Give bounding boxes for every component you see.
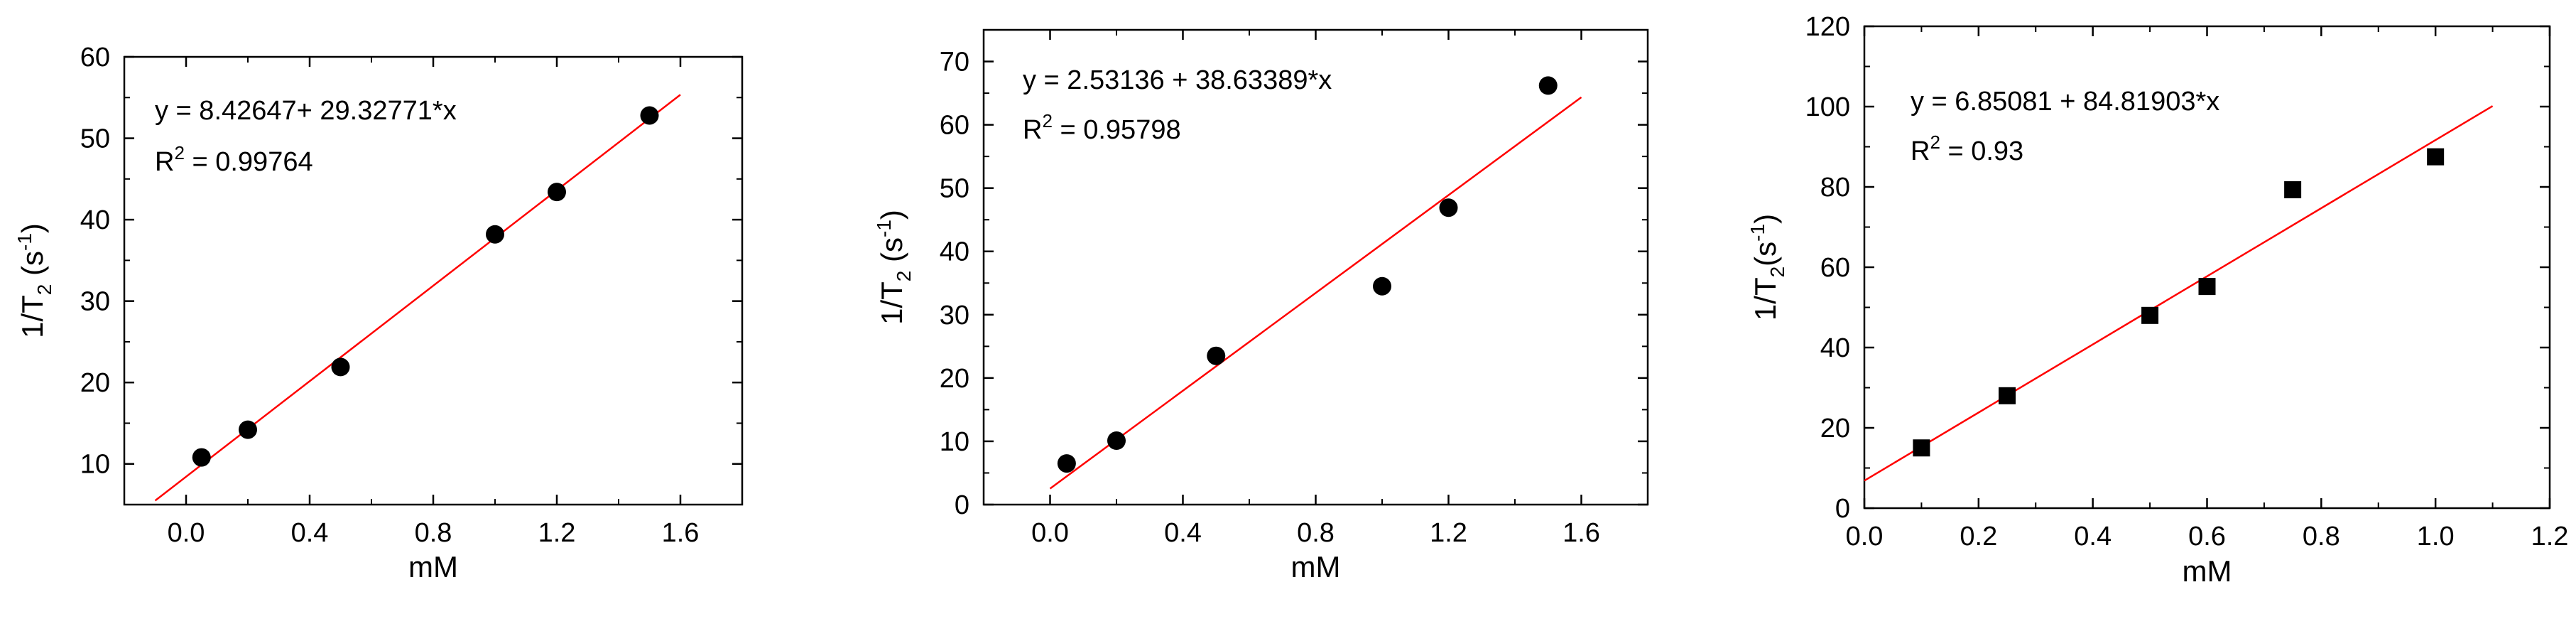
data-point — [239, 420, 257, 439]
x-tick-label: 0.0 — [168, 518, 205, 548]
y-tick-label: 30 — [80, 287, 110, 317]
fit-equation: y = 2.53136 + 38.63389*x — [1023, 65, 1332, 95]
x-tick-label: 0.6 — [2188, 522, 2226, 552]
y-tick-label: 60 — [80, 43, 110, 72]
data-point — [1107, 431, 1126, 451]
plot-frame — [982, 28, 1649, 506]
data-point — [192, 448, 211, 467]
y-tick-label: 10 — [80, 450, 110, 480]
x-tick-label: 1.2 — [2531, 522, 2569, 552]
y-tick-label: 40 — [80, 205, 110, 235]
r-squared: R2 = 0.93 — [1911, 131, 2023, 166]
y-tick-label: 0 — [955, 490, 969, 520]
fit-equation: y = 8.42647+ 29.32771*x — [155, 96, 457, 126]
y-tick-label: 60 — [940, 111, 969, 141]
data-point — [1207, 346, 1226, 365]
y-tick-label: 120 — [1805, 12, 1850, 42]
x-axis-label: mM — [2183, 554, 2232, 588]
x-tick-label: 0.2 — [1960, 522, 1997, 552]
x-tick-label: 0.8 — [415, 518, 452, 548]
y-tick-label: 10 — [940, 427, 969, 457]
y-tick-label: 100 — [1805, 92, 1850, 122]
y-tick-label: 20 — [1820, 414, 1850, 443]
data-point — [2141, 306, 2159, 324]
y-tick-label: 80 — [1820, 173, 1850, 203]
data-point — [1373, 276, 1391, 296]
data-point — [486, 225, 504, 244]
fit-line — [1049, 96, 1582, 490]
data-point — [548, 183, 566, 202]
x-tick-label: 0.4 — [2074, 522, 2112, 552]
x-axis-label: mM — [408, 550, 458, 583]
chart-1: 0.0 0.4 0.8 1.2 1.6 10 20 30 40 50 60 mM 1/T2 (s-1) y… — [13, 43, 744, 583]
chart-2: 0.0 0.4 0.8 1.2 1.6 0 10 20 30 40 50 60 70 mM 1/T2 (s-… — [873, 28, 1649, 583]
fit-equation: y = 6.85081 + 84.81903*x — [1911, 87, 2219, 117]
data-point — [1057, 454, 1076, 473]
y-axis-label: 1/T2 (s-1) — [873, 210, 915, 325]
x-tick-label: 1.0 — [2417, 522, 2455, 552]
x-tick-label: 1.6 — [662, 518, 700, 548]
x-tick-label: 1.2 — [1430, 518, 1467, 548]
y-tick-label: 40 — [1820, 333, 1850, 363]
data-point — [1999, 387, 2016, 404]
data-point — [2198, 278, 2216, 296]
x-tick-label: 1.2 — [538, 518, 576, 548]
y-tick-label: 0 — [1835, 494, 1850, 524]
x-tick-label: 0.0 — [1031, 518, 1069, 548]
x-tick-label: 0.8 — [2303, 522, 2340, 552]
data-point — [2427, 148, 2445, 166]
data-point — [1913, 439, 1930, 457]
y-tick-label: 50 — [80, 124, 110, 154]
y-tick-label: 40 — [940, 237, 969, 267]
y-tick-label: 50 — [940, 174, 969, 204]
y-tick-label: 30 — [940, 301, 969, 330]
y-tick-label: 60 — [1820, 253, 1850, 283]
data-point — [1538, 76, 1558, 95]
y-axis-label: 1/T2 (s-1) — [13, 223, 55, 338]
data-point — [2284, 181, 2302, 198]
x-tick-label: 0.4 — [1164, 518, 1202, 548]
r-squared: R2 = 0.95798 — [1023, 110, 1181, 145]
chart-3: 0.0 0.2 0.4 0.6 0.8 1.0 1.2 0 20 40 60 80 100 120 mM 1/… — [1746, 12, 2568, 588]
y-axis-label: 1/T2(s-1) — [1746, 214, 1788, 321]
x-tick-label: 0.4 — [291, 518, 329, 548]
data-point — [640, 106, 659, 125]
fit-line — [1864, 105, 2494, 482]
x-tick-label: 0.0 — [1846, 522, 1884, 552]
x-tick-label: 1.6 — [1563, 518, 1600, 548]
data-point — [331, 357, 350, 377]
x-tick-label: 0.8 — [1297, 518, 1335, 548]
y-tick-label: 20 — [940, 364, 969, 394]
y-tick-label: 20 — [80, 368, 110, 398]
y-tick-label: 70 — [940, 48, 969, 77]
r-squared: R2 = 0.99764 — [155, 142, 313, 177]
x-axis-label: mM — [1291, 550, 1341, 583]
data-point — [1439, 198, 1458, 217]
